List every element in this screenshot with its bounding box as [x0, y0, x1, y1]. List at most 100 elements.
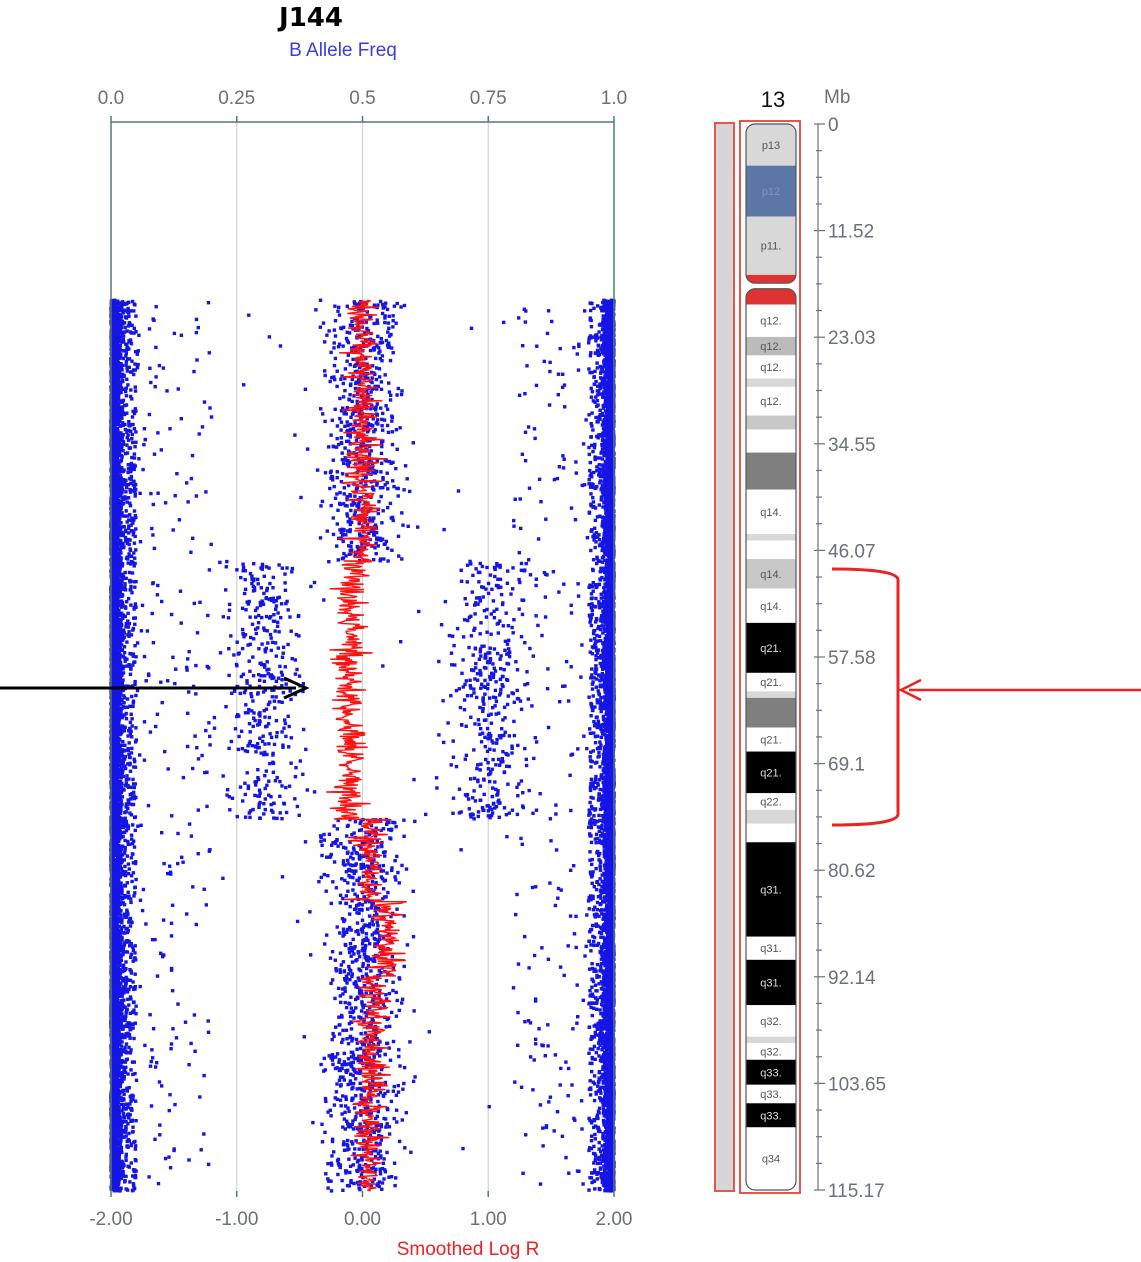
baf-point [406, 524, 410, 528]
baf-point [396, 534, 401, 538]
baf-point [342, 492, 346, 496]
baf-point [151, 533, 155, 537]
baf-point [194, 330, 199, 335]
baf-point [358, 533, 362, 538]
baf-point [595, 555, 599, 559]
baf-point [125, 369, 130, 373]
baf-point [344, 412, 348, 416]
baf-point [327, 329, 331, 333]
baf-point [134, 350, 138, 354]
baf-point [374, 405, 378, 409]
baf-point [125, 443, 129, 447]
baf-point [121, 421, 125, 425]
baf-point [191, 536, 195, 540]
baf-point [131, 422, 135, 427]
baf-point [131, 409, 135, 414]
baf-point [383, 314, 387, 318]
baf-point [112, 486, 116, 490]
baf-point [395, 447, 399, 451]
baf-point [388, 398, 393, 402]
baf-point [598, 392, 603, 396]
baf-point [339, 441, 344, 445]
baf-point [385, 307, 390, 312]
baf-point [113, 352, 117, 356]
baf-point [603, 461, 608, 465]
baf-point [114, 323, 118, 327]
baf-point [112, 407, 116, 412]
baf-point [601, 395, 605, 399]
baf-point [113, 436, 117, 440]
baf-point [117, 467, 122, 471]
baf-point [388, 358, 393, 363]
baf-point [605, 362, 609, 366]
baf-point [390, 419, 394, 423]
baf-point [329, 476, 333, 480]
baf-point [123, 315, 128, 319]
baf-point [604, 367, 609, 371]
baf-point [374, 530, 379, 535]
baf-point [386, 321, 391, 325]
baf-point [342, 461, 346, 466]
baf-point [603, 471, 608, 475]
baf-point [378, 349, 382, 353]
baf-point [120, 491, 124, 495]
baf-point [121, 412, 125, 416]
baf-point [127, 347, 131, 351]
baf-point [156, 491, 160, 495]
baf-point [548, 369, 552, 374]
baf-point [319, 407, 323, 411]
baf-point [387, 381, 391, 385]
baf-point [587, 478, 591, 482]
baf-point [589, 492, 593, 496]
baf-point [380, 354, 385, 358]
baf-point [380, 461, 384, 465]
sample-title: J144 [277, 3, 343, 33]
baf-point [526, 425, 531, 429]
baf-point [133, 407, 137, 411]
baf-point [114, 476, 119, 480]
baf-point [354, 381, 358, 386]
baf-point [379, 451, 384, 456]
baf-point [116, 328, 120, 332]
baf-point [587, 367, 591, 371]
baf-point [209, 415, 214, 419]
baf-point [607, 545, 611, 549]
baf-point [380, 340, 385, 345]
baf-point [346, 463, 351, 467]
baf-point [127, 518, 131, 522]
baf-point [372, 347, 376, 351]
baf-point [209, 542, 213, 547]
baf-point [333, 334, 338, 338]
baf-point [589, 308, 593, 313]
baf-point [604, 380, 608, 384]
baf-point [132, 372, 136, 377]
baf-point [204, 490, 208, 494]
baf-point [112, 543, 116, 548]
baf-point [335, 544, 339, 548]
baf-point [353, 494, 357, 498]
baf-point [364, 320, 368, 325]
baf-point [113, 339, 118, 343]
baf-point [114, 550, 118, 554]
baf-point [120, 409, 125, 413]
baf-point [599, 498, 603, 502]
baf-point [123, 427, 128, 432]
baf-point [114, 300, 118, 304]
baf-point [318, 298, 323, 302]
baf-point [602, 308, 607, 312]
baf-point [133, 514, 138, 518]
baf-point [604, 504, 608, 509]
baf-point [129, 481, 133, 485]
baf-point [400, 557, 404, 561]
baf-point [391, 319, 395, 323]
baf-point [373, 471, 378, 475]
baf-point [394, 321, 398, 325]
baf-point [368, 348, 373, 353]
baf-point [126, 526, 131, 531]
baf-point [114, 344, 118, 348]
baf-point [118, 335, 123, 339]
baf-point [110, 301, 114, 305]
baf-point [380, 441, 384, 446]
baf-point [592, 306, 596, 310]
baf-point [607, 496, 611, 500]
